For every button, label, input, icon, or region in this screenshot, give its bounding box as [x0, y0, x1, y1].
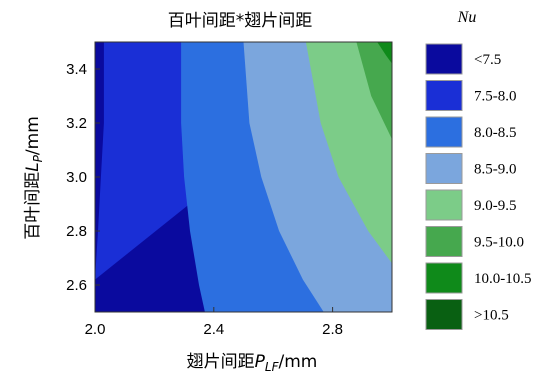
x-tick-label: 2.4	[203, 321, 224, 338]
y-axis-label-symbol: L	[23, 162, 43, 171]
y-axis-label-prefix: 百叶间距	[23, 172, 43, 240]
y-axis-label-unit: /mm	[23, 116, 43, 155]
plot-area	[94, 41, 393, 313]
y-axis-ticks: 2.6 2.8 3.0 3.2 3.4	[66, 61, 100, 294]
legend-swatch	[425, 116, 463, 148]
y-axis-label-subscript: P	[31, 154, 45, 162]
legend-swatch	[425, 299, 463, 330]
legend-label: 8.0-8.5	[474, 125, 517, 141]
y-axis-label: 百叶间距LP/mm	[23, 116, 45, 240]
legend: Nu <7.5 7.5-8.0 8.0-8.5 8.5-9.0 9.0-9.5 9.5-1…	[425, 9, 532, 330]
legend-label: 8.5-9.0	[474, 162, 517, 178]
legend-swatch	[425, 153, 463, 184]
legend-swatch	[425, 262, 463, 294]
y-tick-label: 2.8	[66, 223, 87, 240]
x-tick-label: 2.0	[85, 321, 106, 338]
x-axis-label-subscript: LF	[265, 360, 280, 374]
legend-swatch	[425, 189, 463, 221]
legend-title: Nu	[457, 9, 477, 26]
legend-swatch	[425, 43, 463, 75]
legend-swatch	[425, 80, 463, 111]
legend-label: 9.5-10.0	[474, 235, 524, 251]
x-axis-label: 翅片间距PLF/mm	[187, 352, 318, 374]
legend-label: >10.5	[474, 308, 509, 324]
legend-label: 7.5-8.0	[474, 89, 517, 105]
x-axis-label-prefix: 翅片间距	[187, 352, 255, 372]
x-axis-label-unit: /mm	[279, 352, 318, 372]
chart-title: 百叶间距*翅片间距	[168, 11, 313, 31]
legend-label: 9.0-9.5	[474, 198, 517, 214]
y-tick-label: 3.2	[66, 115, 87, 132]
x-axis-label-symbol: P	[255, 352, 266, 372]
legend-swatch	[425, 226, 463, 257]
contour-band	[305, 42, 392, 264]
contour-band	[377, 42, 392, 64]
x-axis-ticks: 2.0 2.4 2.8	[85, 307, 343, 338]
contour-band	[356, 42, 392, 140]
y-tick-label: 3.0	[66, 169, 87, 186]
legend-label: <7.5	[474, 52, 501, 68]
x-tick-label: 2.8	[322, 321, 343, 338]
y-tick-label: 3.4	[66, 61, 87, 78]
y-tick-label: 2.6	[66, 277, 87, 294]
legend-label: 10.0-10.5	[474, 271, 532, 287]
